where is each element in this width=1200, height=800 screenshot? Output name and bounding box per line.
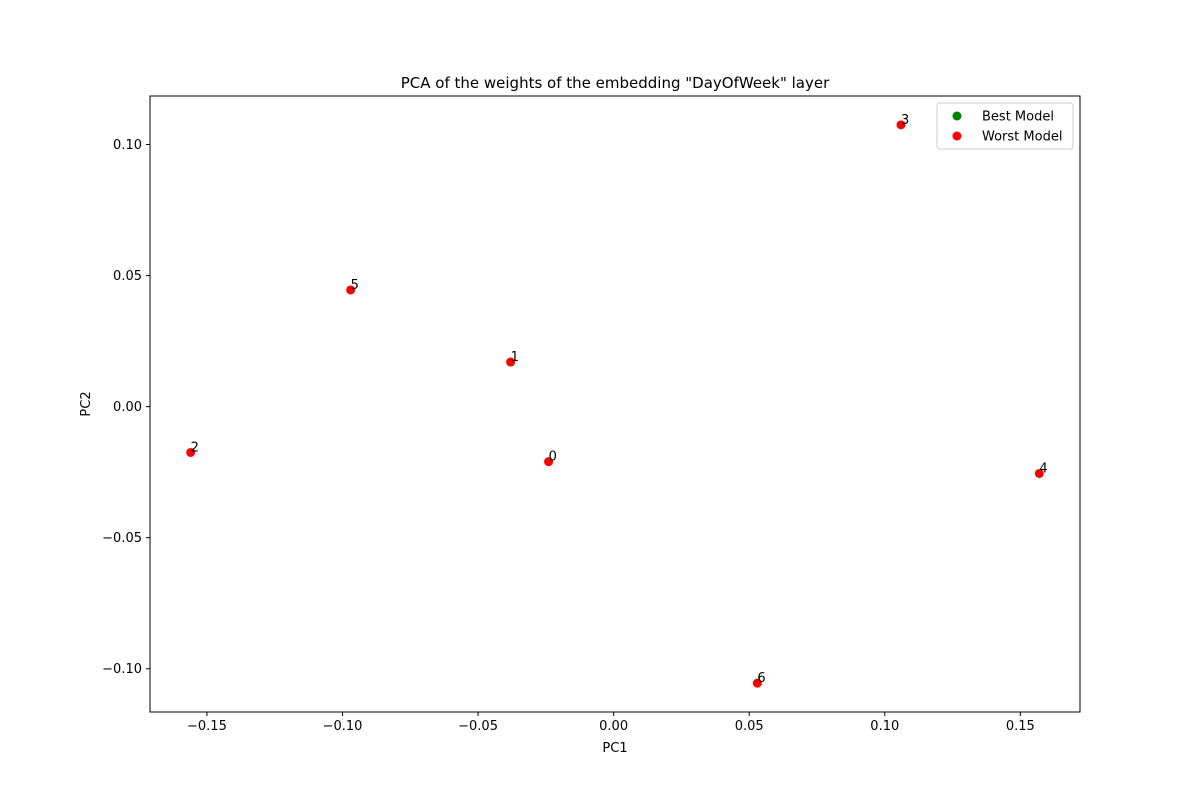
data-point-5: [346, 285, 356, 295]
scatter-points: 0 1 2 3 4 5 6: [186, 113, 1048, 688]
data-point-2: [186, 447, 196, 457]
point-label-0: 0: [549, 450, 557, 465]
x-tick-label: 0.15: [1006, 719, 1035, 734]
legend-label: Best Model: [982, 110, 1054, 125]
y-tick-label: 0.05: [113, 269, 142, 284]
x-tick-label: 0.10: [870, 719, 899, 734]
legend-marker: [952, 111, 962, 121]
x-tick-label: 0.05: [735, 719, 764, 734]
point-label-6: 6: [757, 671, 765, 686]
y-tick-label: −0.05: [102, 531, 142, 546]
y-axis-label: PC2: [79, 391, 94, 416]
y-axis-ticks: −0.10 −0.05 0.00 0.05 0.10: [102, 138, 150, 677]
y-tick-label: 0.00: [113, 400, 142, 415]
legend-label: Worst Model: [982, 130, 1062, 145]
legend-marker: [952, 131, 962, 141]
point-label-5: 5: [351, 278, 359, 293]
x-tick-label: −0.15: [187, 719, 227, 734]
data-point-3: [896, 120, 906, 130]
x-tick-label: 0.00: [599, 719, 628, 734]
data-point-6: [752, 678, 762, 688]
point-label-1: 1: [511, 350, 519, 365]
legend-box: [936, 102, 1074, 150]
x-tick-label: −0.10: [323, 719, 363, 734]
plot-area: [149, 95, 1081, 713]
point-label-2: 2: [191, 440, 199, 455]
x-axis-ticks: −0.15 −0.10 −0.05 0.00 0.05 0.10 0.15: [187, 712, 1035, 734]
x-axis-label: PC1: [602, 741, 627, 756]
data-point-1: [506, 357, 516, 367]
data-point-0: [544, 457, 554, 467]
point-label-3: 3: [901, 113, 909, 128]
data-point-4: [1034, 468, 1044, 478]
legend: Best Model Worst Model: [936, 102, 1074, 150]
y-tick-label: 0.10: [113, 138, 142, 153]
point-label-4: 4: [1039, 461, 1047, 476]
x-tick-label: −0.05: [458, 719, 498, 734]
y-tick-label: −0.10: [102, 662, 142, 677]
chart-title: PCA of the weights of the embedding "Day…: [401, 74, 830, 92]
